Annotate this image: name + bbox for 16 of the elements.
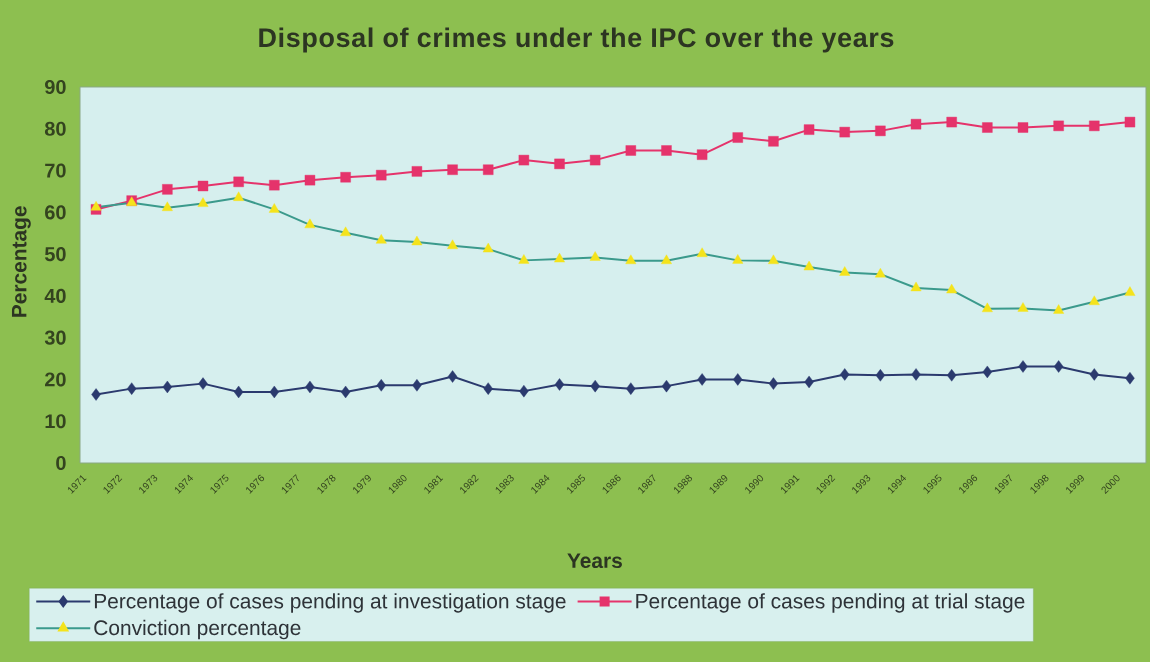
y-axis-title: Percentage (11, 206, 31, 317)
y-tick-label: 0 (56, 455, 66, 471)
y-tick-label: 90 (45, 79, 66, 95)
legend-label: Percentage of cases pending at trial stage (636, 593, 1025, 613)
y-tick-label: 40 (44, 288, 66, 303)
y-tick-label: 80 (44, 121, 66, 136)
y-tick-label: 30 (44, 330, 66, 345)
y-tick-label: 70 (45, 163, 66, 178)
x-axis-title: Years (567, 553, 622, 569)
y-tick-label: 60 (45, 205, 66, 220)
legend-label: Conviction percentage (94, 619, 301, 640)
legend-label: Percentage of cases pending at investigation stage (94, 593, 566, 613)
y-tick-label: 50 (44, 247, 66, 262)
y-tick-label: 10 (45, 414, 66, 429)
y-tick-label: 20 (45, 372, 66, 387)
chart-title: Disposal of crimes under the IPC over the years (259, 27, 894, 53)
